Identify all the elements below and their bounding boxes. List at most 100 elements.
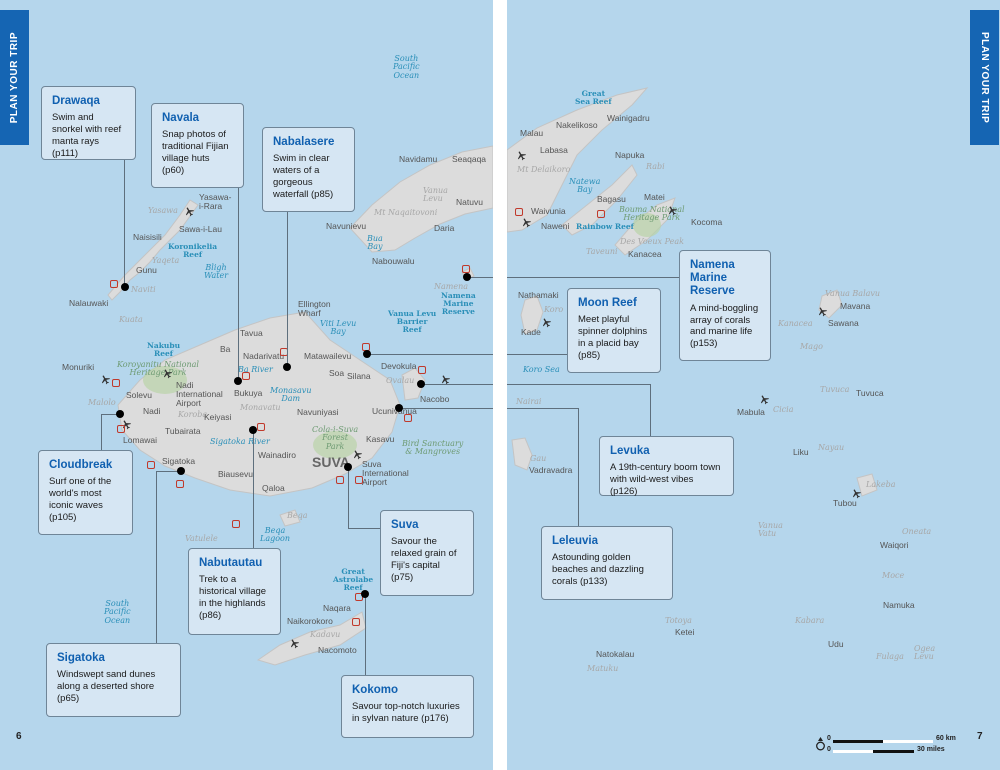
leader-sigatoka-h [156,471,181,472]
callout-title: Moon Reef [578,297,637,309]
cola-i-suva-park-area [313,431,357,459]
leader-navala [238,188,239,381]
marker-kokomo[interactable] [361,590,369,598]
marker-nabutautau[interactable] [249,426,257,434]
airport-icon [667,203,678,216]
leader-cloudbreak-v [101,414,102,450]
gau-island [511,437,533,471]
place-label: Wainadiro [258,450,296,460]
attraction-icon [176,480,184,488]
callout-text: Trek to a historical village in the high… [199,574,267,621]
place-label: Tubairata [165,426,201,436]
place-label: Mt Delaikoro [517,165,571,174]
callout-text: A 19th-century boom town with wild-west … [610,462,721,497]
callout-title: Namena Marine Reserve [690,259,735,298]
leader-suva-v [348,467,349,528]
place-label: Rabi [646,162,665,171]
place-label: Bird Sanctuary & Mangroves [402,439,464,457]
place-label: Namena [434,282,469,291]
land-masses-left [107,145,493,666]
callout-nabutautau[interactable]: Nabutautau Trek to a historical village … [188,548,281,635]
leader-levuka-a [421,384,493,385]
callout-text: Savour top-notch luxuries in sylvan natu… [352,701,460,725]
place-label: Sawa-i-Lau [179,224,222,234]
place-label: Naisisili [133,232,162,242]
marker-leleuvia[interactable] [395,404,403,412]
marker-navala[interactable] [234,377,242,385]
leader-levuka-v [650,384,651,436]
place-label: Kabara [795,616,825,625]
airport-icon [541,315,552,328]
plan-your-trip-tab-right[interactable]: PLAN YOUR TRIP [970,10,999,145]
place-label: Nayau [818,443,845,452]
place-label: Naviti [131,285,156,294]
place-label: Bouma National Heritage Park [619,205,685,223]
place-label: Koro [544,305,564,314]
callout-cloudbreak[interactable]: Cloudbreak Surf one of the world's most … [38,450,133,535]
leader-namena-b [507,277,679,278]
place-label: Biausevu [218,469,253,479]
place-label: Kasavu [366,434,395,444]
callout-sigatoka[interactable]: Sigatoka Windswept sand dunes along a de… [46,643,181,717]
place-label: Great Sea Reef [575,89,612,106]
place-label: Cicia [773,405,794,414]
callout-navala[interactable]: Navala Snap photos of traditional Fijian… [151,103,244,188]
place-label: Koroyanitu National Heritage Park [117,360,199,378]
callout-moon-reef[interactable]: Moon Reef Meet playful spinner dolphins … [567,288,661,373]
place-label: Viti Levu Bay [320,319,357,337]
airport-icon [184,204,195,217]
attraction-icon [418,366,426,374]
attraction-icon [352,618,360,626]
place-label: Silana [347,371,371,381]
callout-title: Leleuvia [552,535,599,547]
leader-nabutautau [253,430,254,548]
page-number-left: 6 [16,731,22,742]
marker-drawaqa[interactable] [121,283,129,291]
callout-title: Kokomo [352,684,398,696]
leader-cloudbreak-h [101,414,120,415]
callout-leleuvia[interactable]: Leleuvia Astounding golden beaches and d… [541,526,673,600]
marker-levuka[interactable] [417,380,425,388]
place-label: Nathamaki [518,290,559,300]
callout-nabalasere[interactable]: Nabalasere Swim in clear waters of a gor… [262,127,355,212]
leader-leleuvia-v [578,408,579,526]
place-label: Nabouwalu [372,256,415,266]
place-label: Yasawa- i-Rara [199,192,232,211]
airport-icon [352,447,363,460]
callout-kokomo[interactable]: Kokomo Savour top-notch luxuries in sylv… [341,675,474,738]
marker-sigatoka[interactable] [177,467,185,475]
callout-title: Levuka [610,445,650,457]
place-label: Matuku [587,664,619,673]
marker-cloudbreak[interactable] [116,410,124,418]
place-label: Ogea Levu [914,644,936,662]
place-label: Vadravadra [529,465,573,475]
place-label: Koro Sea [523,365,560,374]
callout-text: Swim in clear waters of a gorgeous water… [273,153,334,200]
callout-namena-marine-reserve[interactable]: Namena Marine Reserve A mind-boggling ar… [679,250,771,361]
scale-mi-bar-light [833,750,873,753]
callout-text: A mind-boggling array of corals and mari… [690,302,759,350]
place-label: Seaqaqa [452,154,487,164]
kadavu-island [256,611,367,666]
place-label: Labasa [540,145,568,155]
plan-your-trip-tab-left[interactable]: PLAN YOUR TRIP [0,10,29,145]
place-label: Tubou [833,498,857,508]
attraction-icon [515,208,523,216]
place-label: Navidamu [399,154,438,164]
leader-moon-reef-b [507,354,567,355]
place-label: Gau [530,454,547,463]
place-label: Natuvu [456,197,483,207]
marker-namena[interactable] [463,273,471,281]
koro-island [520,295,544,335]
marker-moon-reef[interactable] [363,350,371,358]
place-label: Malolo [88,398,116,407]
callout-drawaqa[interactable]: Drawaqa Swim and snorkel with reef manta… [41,86,136,160]
marker-suva[interactable] [344,463,352,471]
leader-suva-h [348,528,380,529]
marker-nabalasere[interactable] [283,363,291,371]
place-label: Ovalau [386,376,415,385]
callout-levuka[interactable]: Levuka A 19th-century boom town with wil… [599,436,734,497]
scale-mi-label: 30 miles [917,746,945,753]
place-label: Beqa [287,511,308,520]
callout-suva[interactable]: Suva Savour the relaxed grain of Fiji's … [380,510,474,596]
